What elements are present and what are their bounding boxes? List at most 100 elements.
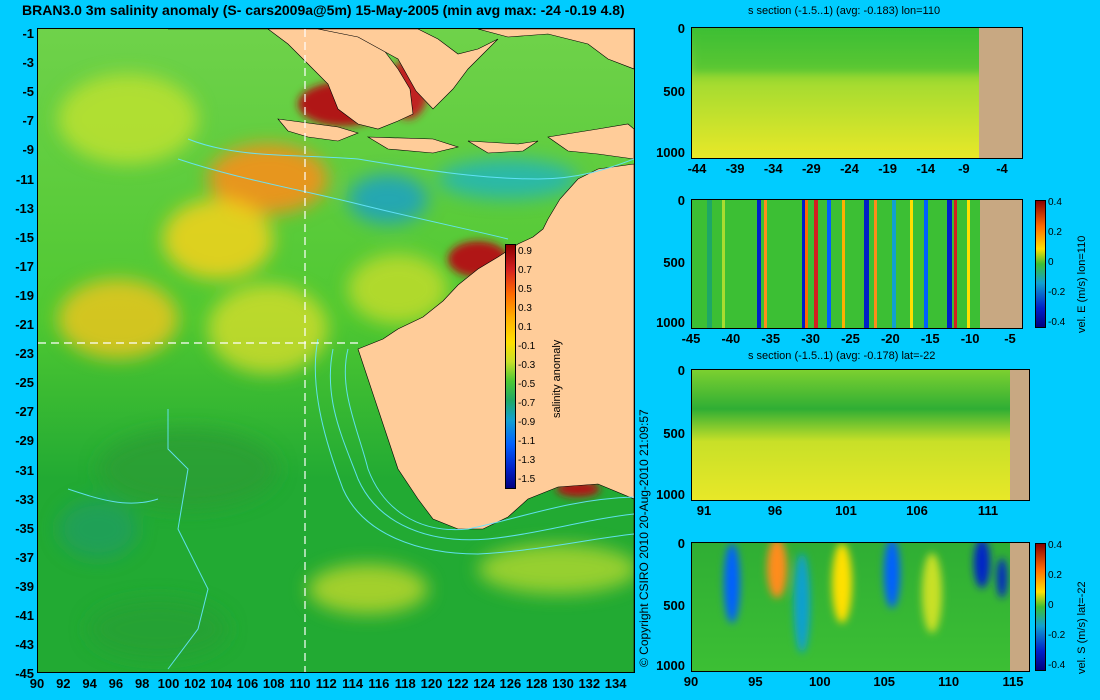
panel-4-x-tick: 90 (683, 674, 699, 689)
anomaly-patches (58, 74, 634, 659)
lon-tick-label: 132 (578, 676, 601, 691)
bathymetry-contours (67, 138, 634, 670)
panel-4-x-tick: 95 (748, 674, 763, 689)
lon-tick-label: 104 (210, 676, 232, 691)
panel-1-x-tick: -9 (958, 161, 970, 176)
lon-tick-label: 110 (289, 676, 311, 691)
lon-tick-label: 94 (82, 676, 97, 691)
lat-tick-label: -15 (15, 229, 34, 245)
lat-tick-label: -39 (15, 578, 34, 594)
panel-2-x-tick: -20 (880, 331, 900, 346)
lat-tick-label: -27 (15, 404, 34, 420)
panel-2-y-tick: 0 (677, 193, 685, 208)
lat-tick-label: -3 (22, 55, 34, 71)
panel-2-colorbar-tick: 0.4 (1048, 197, 1062, 208)
copyright-note: © Copyright CSIRO 2010 20-Aug-2010 21:09… (637, 409, 651, 667)
panel-4-colorbar-tick: 0 (1048, 600, 1054, 611)
panel-3-x-tick: 101 (835, 503, 857, 518)
panel-1-x-tick: -29 (801, 161, 821, 176)
section-panel-vel-e (691, 199, 1023, 329)
figure-title: BRAN3.0 3m salinity anomaly (S- cars2009… (22, 2, 625, 18)
lon-tick-label: 134 (604, 676, 627, 691)
panel-4-y-tick: 500 (663, 598, 685, 613)
lon-tick-label: 90 (29, 676, 45, 691)
panel-3-x-tick: 91 (696, 503, 712, 518)
panel-1-x-tick: -14 (916, 161, 936, 176)
panel-4-x-tick: 105 (873, 674, 896, 689)
lon-tick-label: 92 (56, 676, 71, 691)
section-panel-salinity-lon (691, 27, 1023, 159)
lon-tick-label: 126 (499, 676, 522, 691)
colorbar-tick-label: 0.7 (518, 265, 532, 276)
lon-tick-label: 130 (552, 676, 574, 691)
panel-4-side-label: vel. S (m/s) lat=-22 (1076, 581, 1088, 674)
panel-2-x-tick: -5 (1004, 331, 1016, 346)
panel-2-x-tick: -30 (801, 331, 821, 346)
lon-tick-label: 106 (236, 676, 259, 691)
lon-tick-label: 102 (183, 676, 206, 691)
panel-1-title: s section (-1.5..1) (avg: -0.183) lon=11… (748, 5, 941, 17)
lat-tick-label: -23 (15, 346, 34, 362)
panel-4-y-tick: 0 (677, 536, 685, 551)
panel-1-canvas (692, 28, 1022, 158)
salinity-colorbar (505, 244, 516, 489)
lat-tick-label: -9 (22, 142, 34, 158)
panel-4-colorbar-tick: -0.2 (1048, 630, 1066, 641)
colorbar-tick-label: 0.3 (518, 303, 532, 314)
lat-tick-label: -37 (15, 549, 34, 565)
panel-2-x-tick: -10 (960, 331, 980, 346)
lon-tick-label: 122 (446, 676, 469, 691)
colorbar-tick-label: -0.1 (518, 341, 536, 352)
vel-s-colorbar (1035, 543, 1046, 671)
panel-3-y-tick: 0 (677, 363, 685, 378)
panel-2-colorbar-tick: -0.4 (1048, 317, 1066, 328)
panel-3-y-tick: 500 (663, 426, 685, 441)
lat-tick-label: -41 (15, 608, 34, 623)
panel-3-x-tick: 111 (977, 503, 999, 518)
panel-4-x-tick: 110 (938, 674, 960, 689)
panel-2-x-tick: -45 (681, 331, 701, 346)
lat-tick-label: -25 (15, 375, 34, 391)
colorbar-tick-label: -1.1 (518, 436, 536, 447)
lat-tick-label: -45 (15, 666, 34, 682)
panel-2-side-label: vel. E (m/s) lon=110 (1076, 235, 1088, 333)
colorbar-tick-label: -0.5 (518, 379, 536, 390)
lat-tick-label: -35 (15, 520, 34, 536)
panel-3-canvas (692, 370, 1029, 500)
colorbar-label: salinity anomaly (551, 339, 563, 418)
panel-1-y-tick: 500 (663, 84, 685, 99)
lon-tick-label: 116 (368, 676, 390, 691)
lat-tick-label: -17 (15, 258, 34, 274)
panel-4-x-tick: 100 (808, 674, 831, 689)
panel-1-x-tick: -24 (840, 161, 859, 176)
panel-1-x-tick: -4 (996, 161, 1008, 176)
landmass (168, 29, 634, 672)
vel-s-patches (724, 543, 1007, 653)
section-panel-salinity-lat (691, 369, 1030, 501)
lat-tick-label: -1 (22, 26, 34, 41)
vel-e-colorbar (1035, 200, 1046, 328)
lat-tick-label: -33 (15, 491, 34, 507)
panel-4-y-tick: 1000 (656, 658, 685, 673)
lat-tick-label: -19 (15, 287, 34, 303)
panel-2-x-tick: -25 (841, 331, 860, 346)
lon-tick-label: 128 (525, 676, 548, 691)
panel-2-x-tick: -40 (721, 331, 741, 346)
panel-2-x-tick: -15 (920, 331, 940, 346)
panel-2-colorbar-tick: -0.2 (1048, 287, 1066, 298)
section-panel-vel-s (691, 542, 1030, 672)
panel-1-y-tick: 1000 (656, 145, 685, 160)
lon-tick-label: 96 (108, 676, 124, 691)
panel-4-colorbar-tick: 0.2 (1048, 570, 1062, 581)
panel-1-x-tick: -19 (878, 161, 898, 176)
panel-2-canvas (692, 200, 1022, 328)
panel-1-y-tick: 0 (677, 21, 685, 36)
panel-1-x-tick: -34 (763, 161, 783, 176)
panel-2-colorbar-tick: 0.2 (1048, 227, 1062, 238)
panel-2-y-tick: 500 (663, 255, 685, 270)
panel-3-title: s section (-1.5..1) (avg: -0.178) lat=-2… (748, 350, 936, 362)
panel-3-x-tick: 96 (767, 503, 783, 518)
colorbar-tick-label: -0.7 (518, 398, 536, 409)
lat-tick-label: -7 (22, 113, 34, 129)
lon-tick-label: 114 (342, 676, 364, 691)
